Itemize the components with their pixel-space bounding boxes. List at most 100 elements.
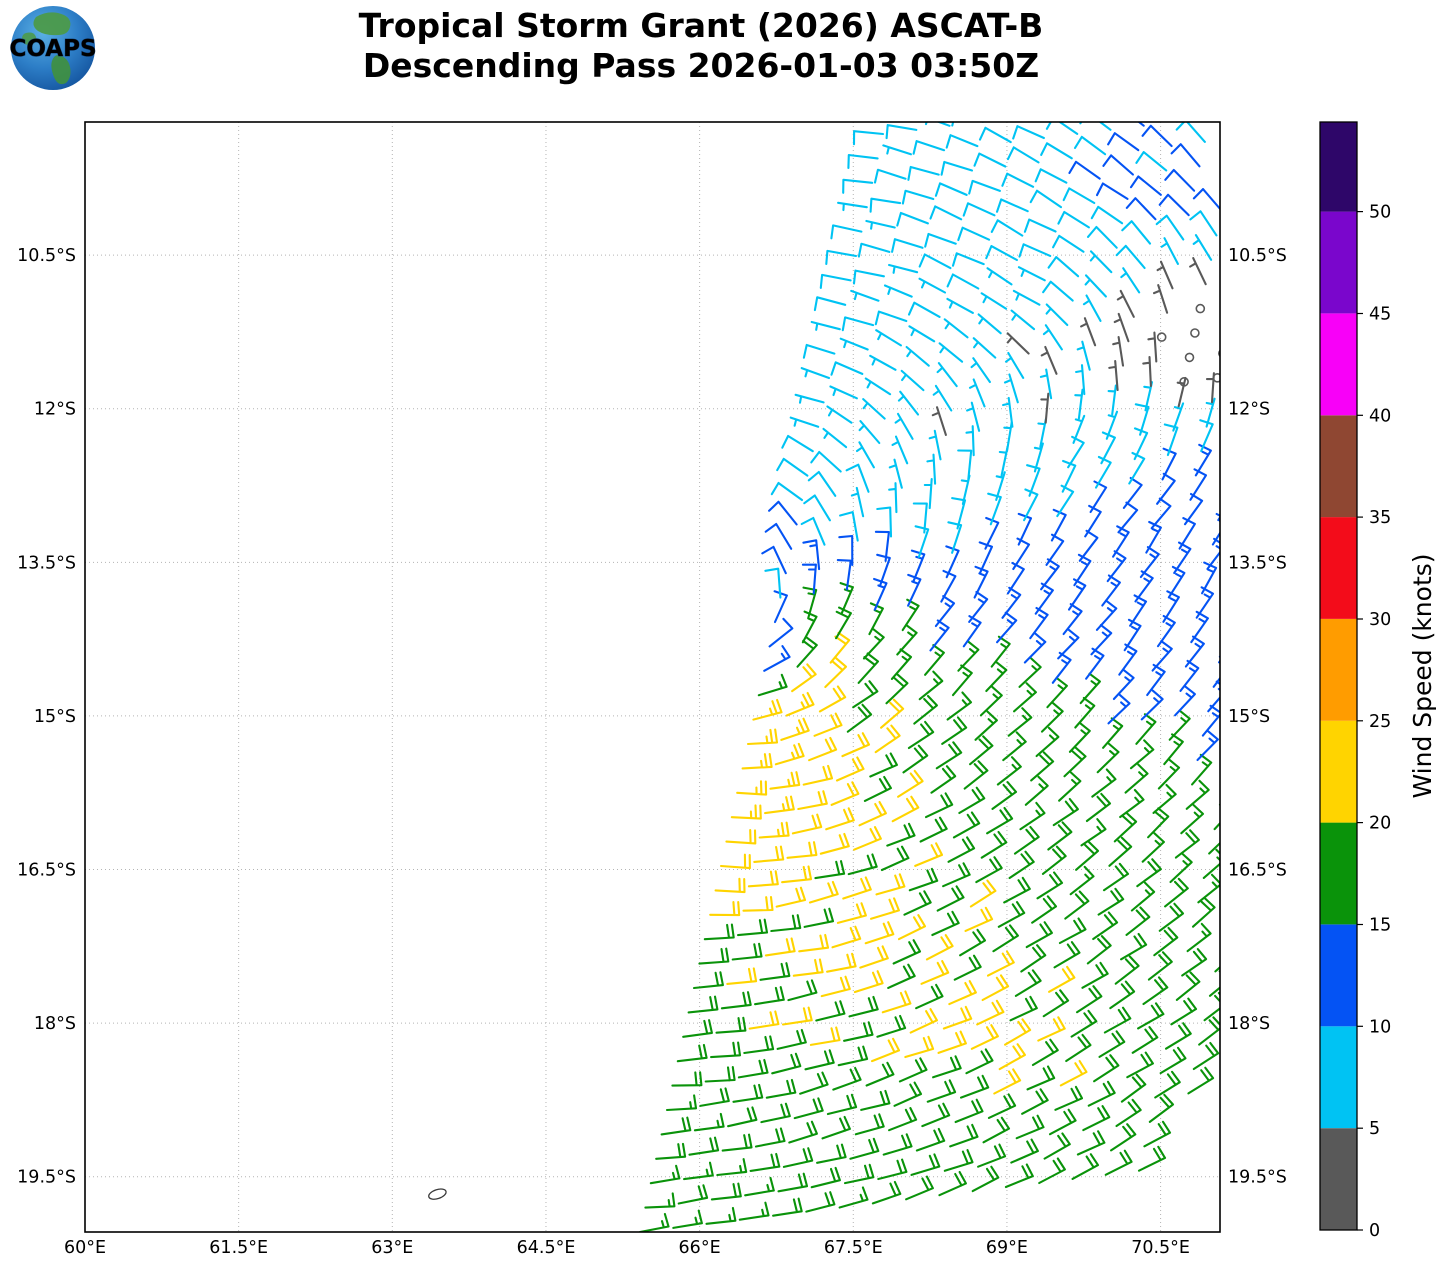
wind-barb — [1202, 848, 1220, 879]
wind-barb — [719, 853, 751, 870]
wind-barb — [997, 901, 1026, 928]
wind-barb — [936, 885, 965, 912]
wind-barb — [987, 1093, 1017, 1119]
colorbar-tick-label: 15 — [1369, 916, 1391, 936]
wind-barb — [813, 296, 847, 312]
wind-barb — [749, 1152, 781, 1172]
wind-barb — [924, 792, 954, 819]
wind-barb — [732, 1083, 764, 1103]
wind-barb — [898, 1057, 928, 1083]
wind-barb — [921, 1102, 951, 1128]
wind-barb — [974, 710, 998, 741]
wind-barb — [1040, 392, 1050, 424]
wind-barb — [995, 198, 1029, 213]
wind-barb — [1140, 689, 1164, 721]
wind-barb — [985, 660, 1008, 693]
wind-barb — [1135, 151, 1168, 172]
wind-barb — [1136, 858, 1162, 888]
wind-barb — [781, 865, 813, 884]
wind-barb — [1131, 1026, 1159, 1054]
wind-barb — [953, 954, 982, 981]
wind-barb — [1058, 917, 1087, 945]
wind-barb — [1192, 1041, 1220, 1071]
wind-barb — [842, 876, 872, 900]
wind-barb — [965, 1048, 994, 1075]
wind-barb — [1108, 360, 1119, 392]
y-tick-label-right: 12°S — [1228, 400, 1270, 420]
wind-barb — [931, 910, 960, 937]
title-line-2: Descending Pass 2026-01-03 03:50Z — [362, 46, 1040, 85]
wind-barb — [826, 1093, 858, 1116]
wind-barb — [1182, 96, 1210, 118]
wind-barb — [1174, 829, 1200, 859]
wind-barb — [747, 870, 779, 888]
wind-barb — [914, 842, 944, 867]
wind-barb — [996, 756, 1022, 786]
wind-barb — [1029, 189, 1063, 209]
wind-barb — [1107, 384, 1117, 416]
wind-barb — [924, 122, 951, 127]
wind-barb — [1103, 1006, 1132, 1034]
wind-barb — [948, 980, 977, 1006]
wind-barb — [800, 367, 831, 380]
wind-barb — [982, 1116, 1011, 1144]
wind-barb — [770, 914, 802, 933]
x-tick-label: 70.5°E — [1131, 1238, 1190, 1258]
wind-barb — [1002, 731, 1027, 762]
wind-barb — [1084, 274, 1107, 298]
wind-barb — [1185, 779, 1210, 810]
wind-barb — [1087, 1080, 1116, 1107]
wind-barb — [682, 1019, 713, 1038]
wind-barb — [815, 1000, 846, 1022]
wind-barb — [1040, 558, 1060, 591]
x-tick-label: 63°E — [371, 1238, 413, 1258]
wind-barb — [720, 991, 752, 1010]
wind-barb — [943, 1149, 974, 1172]
wind-barb — [1175, 971, 1201, 1001]
wind-barb — [874, 724, 901, 754]
y-tick-label-left: 15°S — [34, 707, 76, 727]
wind-barb — [847, 153, 879, 170]
wind-barb — [1053, 941, 1081, 969]
wind-barb — [987, 492, 1002, 526]
wind-barb — [963, 760, 989, 790]
wind-barb — [1086, 935, 1112, 965]
map-border — [84, 121, 1221, 1233]
wind-barb — [859, 945, 889, 969]
wind-barb — [810, 1166, 841, 1189]
wind-barb — [1156, 614, 1176, 648]
wind-barb — [835, 756, 865, 782]
wind-barb — [1124, 763, 1149, 794]
wind-barb — [978, 126, 1012, 144]
wind-barb — [1075, 364, 1086, 396]
wind-barb — [805, 1191, 836, 1213]
wind-barb — [1003, 876, 1031, 904]
wind-barb — [758, 821, 790, 839]
wind-barb — [942, 1005, 973, 1030]
wind-barb — [1107, 132, 1140, 152]
wind-barb — [882, 1133, 913, 1156]
wind-barb — [1001, 586, 1022, 619]
wind-barb — [1142, 355, 1152, 387]
wind-barb — [1042, 280, 1074, 302]
wind-barb — [964, 906, 994, 932]
colorbar-axis-label: Wind Speed (knots) — [1408, 553, 1437, 798]
wind-barb — [962, 202, 996, 217]
y-tick-label-right: 13.5°S — [1228, 553, 1287, 573]
wind-barb — [936, 362, 958, 388]
wind-barb — [730, 804, 762, 820]
wind-barb — [1006, 332, 1030, 355]
wind-barb — [1084, 504, 1102, 538]
wind-barb — [952, 811, 981, 839]
wind-barb — [814, 860, 846, 880]
wind-barb — [1067, 578, 1087, 611]
wind-barb — [1035, 726, 1060, 758]
wind-barb — [770, 481, 804, 502]
wind-barb — [1187, 1066, 1215, 1095]
wind-barb — [1038, 1157, 1066, 1185]
wind-barb — [1012, 537, 1031, 571]
wind-barb — [876, 506, 893, 538]
wind-barb — [966, 401, 981, 432]
wind-barb — [1214, 965, 1220, 973]
wind-barb — [1164, 877, 1189, 908]
